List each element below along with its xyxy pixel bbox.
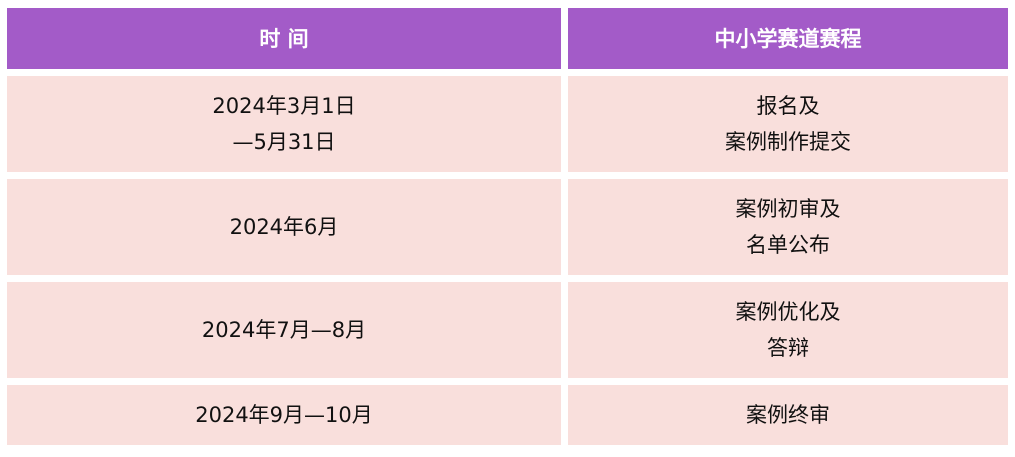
table-row-stage: 案例终审 xyxy=(568,385,1008,445)
table-row-stage: 案例初审及 名单公布 xyxy=(568,179,1008,275)
header-schedule: 中小学赛道赛程 xyxy=(568,8,1008,69)
cell-text: —5月31日 xyxy=(232,130,336,154)
cell-text: 案例终审 xyxy=(746,403,830,427)
cell-text: 案例初审及 xyxy=(735,197,841,221)
cell-text: 案例制作提交 xyxy=(725,130,851,154)
table-row-stage: 报名及 案例制作提交 xyxy=(568,76,1008,172)
table-row-stage: 案例优化及 答辩 xyxy=(568,282,1008,378)
cell-text: 2024年9月—10月 xyxy=(195,403,373,427)
cell-text: 案例优化及 xyxy=(735,300,841,324)
table-row-time: 2024年7月—8月 xyxy=(7,282,561,378)
cell-text: 名单公布 xyxy=(746,233,830,257)
header-label: 中小学赛道赛程 xyxy=(714,26,862,51)
table-row-time: 2024年9月—10月 xyxy=(7,385,561,445)
cell-text: 2024年3月1日 xyxy=(212,94,356,118)
cell-text: 2024年7月—8月 xyxy=(201,318,367,342)
header-time: 时 间 xyxy=(7,8,561,69)
cell-text: 答辩 xyxy=(767,336,809,360)
cell-text: 报名及 xyxy=(756,94,820,118)
table-row-time: 2024年3月1日 —5月31日 xyxy=(7,76,561,172)
table-row-time: 2024年6月 xyxy=(7,179,561,275)
cell-text: 2024年6月 xyxy=(229,215,339,239)
header-label: 时 间 xyxy=(259,26,309,51)
